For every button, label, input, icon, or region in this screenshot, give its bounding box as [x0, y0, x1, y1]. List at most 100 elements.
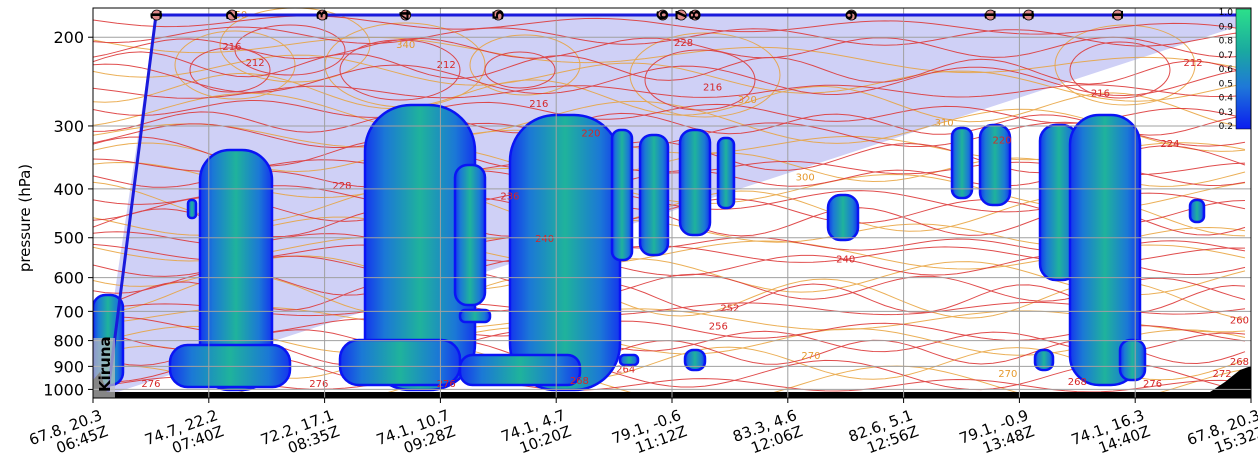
- temperature-contour: [93, 84, 1246, 99]
- cloud-region: [458, 353, 582, 387]
- x-tick-label: 83.3, 4.612:06Z: [730, 406, 805, 457]
- contour-label: 228: [332, 181, 351, 192]
- temperature-contour-loop: [484, 51, 556, 89]
- cloud-region: [458, 308, 492, 324]
- waypoint-label: 2: [223, 10, 241, 20]
- contour-label: 228: [674, 38, 693, 49]
- contour-label: 216: [222, 42, 241, 53]
- contour-label: 252: [720, 303, 739, 314]
- temperature-contour: [93, 281, 1246, 314]
- waypoint-marker: [846, 9, 857, 21]
- contour-label: 220: [581, 129, 600, 140]
- cloud-region: [678, 128, 712, 237]
- contour-label: 340: [396, 40, 415, 51]
- y-tick-label: 200: [53, 28, 84, 47]
- y-tick-label: 800: [53, 332, 84, 351]
- contour-label: 240: [535, 234, 554, 245]
- cloud-region: [978, 123, 1012, 207]
- contour-label: 224: [1160, 139, 1179, 150]
- contour-label: 260: [1230, 316, 1249, 327]
- y-axis-ticks: 200 300 400 500 600 700 800 900 1000: [43, 28, 93, 399]
- contour-label: 212: [437, 60, 456, 71]
- y-tick-label: 600: [53, 269, 84, 288]
- y-tick-label: 900: [53, 357, 84, 376]
- cloud-region: [716, 136, 736, 210]
- cloud-region: [950, 126, 974, 200]
- colorbar-ticks: 1.0 0.9 0.8 0.7 0.6 0.5 0.4 0.3 0.2: [1219, 8, 1234, 132]
- temperature-contour: [93, 63, 1246, 97]
- contour-label: 276: [141, 379, 160, 390]
- x-tick-label: 74.1, 4.710:20Z: [499, 406, 574, 457]
- contour-label: 212: [246, 58, 265, 69]
- cloud-region: [638, 133, 670, 257]
- cloud-region: [618, 353, 640, 367]
- y-tick-label: 500: [53, 229, 84, 248]
- cloud-region: [198, 148, 274, 392]
- cloud-region: [186, 198, 198, 220]
- temperature-contour: [93, 51, 1246, 85]
- waypoint-marker: [400, 9, 412, 21]
- waypoint-marker: [985, 9, 996, 21]
- grid-lines: [92, 8, 1252, 398]
- waypoint-marker: [689, 9, 701, 21]
- cloud-region: [683, 348, 707, 372]
- waypoint-label: 1: [1020, 10, 1038, 20]
- cloud-region: [610, 128, 634, 262]
- waypoint-marker: [492, 9, 504, 21]
- colorbar-tick-label: 0.7: [1219, 51, 1233, 61]
- cloud-region: [453, 163, 487, 307]
- colorbar-tick-label: 0.3: [1219, 108, 1233, 118]
- x-tick-label: 74.1, 10.709:28Z: [374, 406, 458, 457]
- temperature-contour-loop: [339, 39, 461, 101]
- y-tick-label: 700: [53, 302, 84, 321]
- contour-label: 212: [1184, 58, 1203, 69]
- contour-label: 300: [796, 173, 815, 184]
- temperature-contour: [93, 329, 1246, 354]
- temperature-contour: [93, 269, 1246, 302]
- x-tick-label: 72.2, 17.108:35Z: [258, 406, 342, 457]
- waypoint-marker: [226, 9, 238, 21]
- waypoint-label: 7: [672, 10, 690, 20]
- theta-contour-loop: [174, 30, 296, 100]
- contour-label: 236: [500, 192, 519, 203]
- cloud-fields: [93, 103, 1206, 392]
- temperature-contour-loop: [234, 24, 346, 76]
- y-tick-label: 400: [53, 180, 84, 199]
- cloud-region: [1188, 198, 1206, 224]
- colorbar-tick-label: 0.2: [1219, 122, 1233, 132]
- y-tick-label: 300: [53, 117, 84, 136]
- cloud-region: [1033, 348, 1055, 372]
- colorbar-tick-label: 1.0: [1219, 8, 1234, 18]
- colorbar-tick-label: 0.6: [1219, 65, 1234, 75]
- contour-label: 268: [570, 376, 589, 387]
- waypoint-marker: [675, 9, 687, 21]
- contour-label: 276: [309, 379, 328, 390]
- cloud-region: [508, 113, 622, 392]
- waypoint-label: 4: [397, 10, 415, 20]
- x-tick-label: 79.1, -0.913:48Z: [957, 406, 1037, 457]
- x-tick-label: 82.6, 5.112:56Z: [846, 406, 921, 457]
- location-label: Kiruna: [93, 336, 115, 398]
- contour-label: 216: [703, 82, 722, 93]
- x-tick-label: 67.8, 20.306:45Z: [27, 406, 111, 457]
- theta-contour: [93, 92, 1246, 152]
- x-tick-label: 79.1, -0.611:12Z: [609, 406, 689, 457]
- temperature-contour: [93, 26, 1246, 47]
- colorbar: 1.0 0.9 0.8 0.7 0.6 0.5 0.4 0.3 0.2: [1219, 8, 1252, 132]
- waypoint-marker: [657, 9, 669, 21]
- contour-label: 264: [616, 364, 635, 375]
- waypoint-label: 8: [686, 10, 704, 20]
- colorbar-tick-label: 0.5: [1219, 79, 1233, 89]
- waypoint-marker: [1023, 9, 1035, 21]
- contour-label: 320: [738, 95, 757, 106]
- theta-contour-loop: [1054, 24, 1196, 106]
- waypoint-label: 3: [313, 10, 331, 20]
- contour-label: 276: [1143, 379, 1162, 390]
- waypoint-marker: [1112, 9, 1124, 21]
- contour-label: 216: [1091, 88, 1110, 99]
- waypoint-marker: [316, 9, 328, 21]
- colorbar-tick-label: 0.8: [1219, 37, 1234, 47]
- waypoint-markers: 1 2 3 4 5 6 78 9 1 1 1: [148, 9, 1127, 21]
- x-tick-label: 74.1, 16.314:40Z: [1069, 406, 1153, 457]
- temperature-contour: [93, 301, 1246, 317]
